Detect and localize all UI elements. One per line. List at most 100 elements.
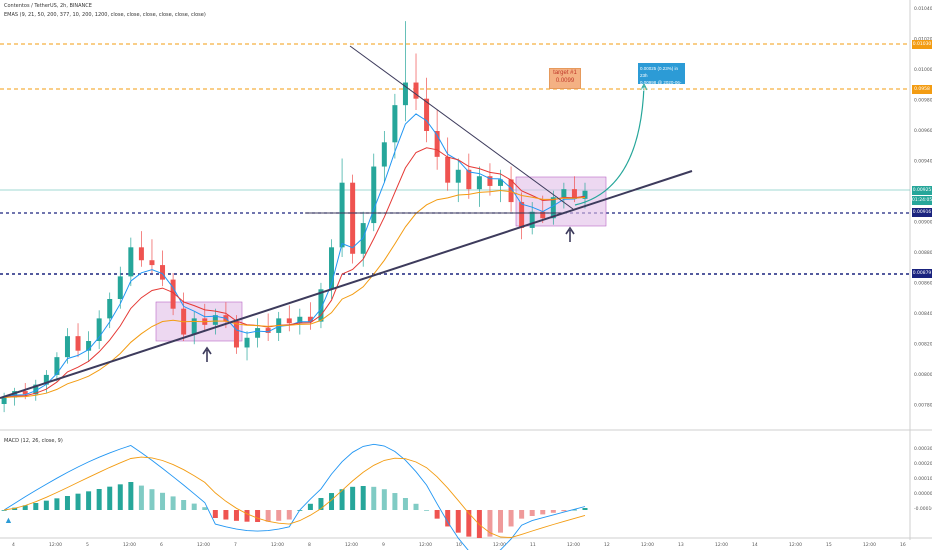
macd-histogram-bar bbox=[371, 486, 377, 510]
time-tick-label: 13 bbox=[678, 542, 684, 548]
time-tick-label: 5 bbox=[86, 542, 89, 548]
macd-histogram-bar bbox=[519, 510, 525, 519]
macd-histogram-bar bbox=[360, 486, 366, 510]
macd-histogram-bar bbox=[128, 482, 134, 510]
macd-histogram-bar bbox=[413, 503, 419, 510]
candle-body bbox=[339, 182, 345, 248]
macd-axis-tick-label: -0.00010 bbox=[914, 506, 932, 512]
candle-body bbox=[22, 391, 28, 395]
projection-line2: 0.00998 @ 2020-06-12 12:00 bbox=[640, 80, 682, 92]
axis-tick-label: 0.00900 bbox=[914, 220, 932, 226]
macd-histogram-bar bbox=[392, 493, 398, 510]
candle-body bbox=[107, 299, 113, 319]
candle-body bbox=[561, 189, 567, 198]
candle-body bbox=[413, 82, 419, 99]
macd-histogram-bar bbox=[64, 496, 70, 510]
axis-tick-label: 0.00980 bbox=[914, 98, 932, 104]
candle-body bbox=[86, 341, 92, 351]
macd-histogram-bar bbox=[22, 505, 28, 510]
macd-axis-tick-label: 0.00000 bbox=[914, 491, 932, 497]
macd-histogram-bar bbox=[233, 510, 239, 521]
candle-body bbox=[43, 374, 49, 385]
candle-body bbox=[117, 276, 123, 299]
macd-histogram-bar bbox=[1, 510, 7, 511]
candle-body bbox=[128, 247, 134, 277]
axis-tick-label: 0.00860 bbox=[914, 281, 932, 287]
candle-body bbox=[255, 328, 261, 338]
macd-histogram-bar bbox=[529, 510, 535, 516]
up-arrow-icon bbox=[565, 226, 575, 242]
macd-histogram-bar bbox=[498, 510, 504, 533]
macd-histogram-bar bbox=[445, 510, 451, 527]
price-tag-target1: 0.0958 bbox=[912, 85, 932, 94]
ema-mid-line bbox=[4, 147, 586, 398]
candle-body bbox=[75, 336, 81, 351]
macd-histogram-bar bbox=[181, 500, 187, 510]
axis-tick-label: 0.00940 bbox=[914, 159, 932, 165]
macd-histogram-bar bbox=[402, 498, 408, 510]
candle-body bbox=[233, 321, 239, 348]
candle-body bbox=[96, 318, 102, 341]
candle-body bbox=[550, 197, 556, 219]
candle-body bbox=[519, 202, 525, 228]
candle-body bbox=[498, 179, 504, 186]
macd-histogram-bar bbox=[33, 503, 39, 510]
macd-histogram-bar bbox=[455, 510, 461, 533]
projection-line1: 0.00025 (0.23%) in 23h bbox=[640, 66, 679, 78]
candle-body bbox=[64, 336, 70, 358]
macd-histogram-bar bbox=[54, 498, 60, 510]
candle-body bbox=[191, 318, 197, 335]
candle-body bbox=[487, 176, 493, 186]
candle-body bbox=[540, 211, 546, 219]
time-tick-label: 12:00 bbox=[123, 542, 136, 548]
macd-histogram-bar bbox=[244, 510, 250, 522]
macd-histogram-bar bbox=[487, 510, 493, 537]
macd-legend: MACD (12, 26, close, 9) bbox=[4, 438, 63, 444]
macd-histogram-bar bbox=[350, 486, 356, 510]
tradingview-logo-icon[interactable]: ▲ bbox=[4, 515, 13, 525]
signal-line bbox=[4, 456, 586, 538]
target-label: target #1 0.0099 bbox=[549, 68, 581, 89]
axis-tick-label: 0.01000 bbox=[914, 67, 932, 73]
macd-histogram-bar bbox=[424, 510, 430, 511]
time-tick-label: 12:00 bbox=[197, 542, 210, 548]
time-tick-label: 12:00 bbox=[419, 542, 432, 548]
projection-label: 0.00025 (0.23%) in 23h 0.00998 @ 2020-06… bbox=[638, 63, 685, 92]
time-tick-label: 6 bbox=[160, 542, 163, 548]
symbol-legend: Contentos / TetherUS, 2h, BINANCE bbox=[4, 3, 92, 9]
time-tick-label: 12:00 bbox=[567, 542, 580, 548]
macd-histogram-bar bbox=[202, 507, 208, 510]
macd-histogram-bar bbox=[276, 510, 282, 521]
candle-body bbox=[508, 179, 514, 203]
candle-body bbox=[434, 131, 440, 157]
candle-body bbox=[33, 384, 39, 395]
candle-body bbox=[371, 166, 377, 224]
macd-histogram-bar bbox=[561, 510, 567, 512]
candle-body bbox=[392, 105, 398, 143]
axis-tick-label: 0.00880 bbox=[914, 250, 932, 256]
candle-body bbox=[307, 316, 313, 322]
time-tick-label: 12:00 bbox=[271, 542, 284, 548]
candle-body bbox=[149, 260, 155, 266]
time-tick-label: 16 bbox=[900, 542, 906, 548]
candle-body bbox=[1, 397, 7, 404]
time-tick-label: 10 bbox=[456, 542, 462, 548]
target-value: 0.0099 bbox=[555, 78, 575, 84]
ema-legend: EMAS (9, 21, 50, 200, 377, 10, 200, 1200… bbox=[4, 12, 206, 18]
macd-histogram-bar bbox=[191, 503, 197, 510]
time-tick-label: 9 bbox=[382, 542, 385, 548]
axis-tick-label: 0.01020 bbox=[914, 37, 932, 43]
macd-histogram-bar bbox=[96, 489, 102, 510]
time-tick-label: 12:00 bbox=[345, 542, 358, 548]
macd-histogram-bar bbox=[329, 493, 335, 510]
price-tag-countdown: 01:24:05 bbox=[912, 196, 932, 205]
macd-histogram-bar bbox=[318, 498, 324, 510]
macd-line bbox=[3, 443, 586, 550]
time-tick-label: 12:00 bbox=[49, 542, 62, 548]
macd-histogram-bar bbox=[170, 496, 176, 510]
candle-body bbox=[582, 190, 588, 199]
time-tick-label: 11 bbox=[530, 542, 536, 548]
time-tick-label: 12:00 bbox=[863, 542, 876, 548]
macd-histogram-bar bbox=[307, 503, 313, 510]
